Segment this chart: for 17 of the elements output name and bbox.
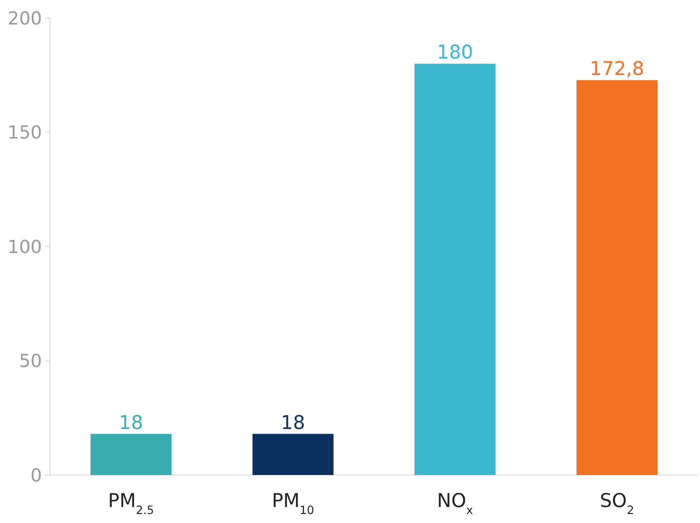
- data-label: 18: [118, 412, 144, 434]
- bar: [576, 80, 658, 475]
- data-label: 180: [436, 42, 474, 64]
- y-tick-label: 50: [19, 351, 42, 372]
- bar: [414, 64, 496, 475]
- x-tick-label: NO$_{x}$: [437, 490, 474, 517]
- x-tick-label: PM$_{2.5}$: [108, 490, 154, 517]
- y-tick-label: 100: [8, 236, 42, 258]
- bar: [90, 434, 172, 475]
- y-tick-label: 0: [30, 465, 42, 486]
- x-tick-label: PM$_{10}$: [272, 490, 314, 517]
- data-label: 172,8: [590, 58, 644, 80]
- x-tick-label: SO$_{2}$: [600, 490, 634, 517]
- data-label: 18: [280, 412, 306, 434]
- y-tick-label: 200: [8, 8, 42, 30]
- bar: [252, 434, 334, 475]
- y-tick-label: 150: [8, 122, 42, 144]
